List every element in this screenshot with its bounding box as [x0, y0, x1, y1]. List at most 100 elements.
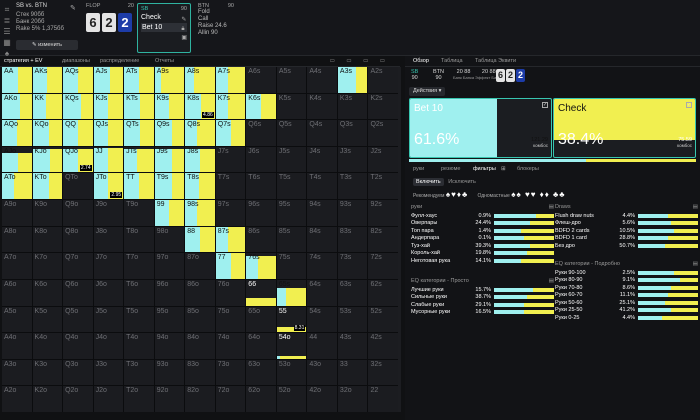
hand-cell-62o[interactable]: 62o	[246, 386, 276, 412]
hand-cell-T6s[interactable]: T6s	[246, 173, 276, 200]
edit-icon[interactable]: ✎	[70, 5, 76, 12]
hand-cell-K4o[interactable]: K4o	[32, 333, 63, 359]
hand-cell-J4s[interactable]: J4s	[307, 146, 337, 173]
btn-action[interactable]: Call	[198, 16, 209, 22]
filter-row[interactable]: Лучшие руки 15.7%	[411, 286, 554, 294]
hand-cell-52s[interactable]: 52s	[368, 306, 398, 333]
hand-cell-43o[interactable]: 43o	[307, 359, 337, 386]
hand-cell-T9o[interactable]: T9o	[124, 200, 154, 226]
sb-action-check[interactable]: Check	[141, 14, 161, 21]
filter-icon[interactable]: ⊞	[501, 166, 506, 172]
filter-row[interactable]: Руки 50-60 25.1%	[555, 299, 698, 307]
hand-cell-K9o[interactable]: K9o	[32, 200, 63, 226]
filter-row[interactable]: Мусорные руки 16.5%	[411, 309, 554, 317]
hand-cell-99[interactable]: 99	[154, 200, 185, 226]
hand-cell-96o[interactable]: 96o	[154, 279, 185, 306]
filter-row[interactable]: Руки 0-25 4.4%	[555, 314, 698, 322]
hand-cell-AKo[interactable]: AKo	[2, 93, 32, 120]
action-check-card[interactable]: ✓ Check 38.4% 75.59 комбос	[553, 98, 696, 158]
hand-cell-64o[interactable]: 64o	[246, 333, 276, 359]
hand-cell-K8o[interactable]: K8o	[32, 226, 63, 253]
view-toggle-icons[interactable]: ▭ ▭ ▭ ▭	[329, 58, 390, 64]
hand-cell-Q4o[interactable]: Q4o	[63, 333, 93, 359]
hand-cell-82s[interactable]: 82s	[368, 226, 398, 253]
hand-cell-K3s[interactable]: K3s	[337, 93, 368, 120]
hand-cell-94o[interactable]: 94o	[154, 333, 185, 359]
hand-cell-K3o[interactable]: K3o	[32, 359, 63, 386]
hand-cell-K8s[interactable]: K8s 4.86	[185, 93, 215, 120]
hand-cell-32o[interactable]: 32o	[337, 386, 368, 412]
edit-icon[interactable]: ✎	[181, 17, 187, 23]
hand-cell-93o[interactable]: 93o	[154, 359, 185, 386]
filter-row[interactable]: BDFD 2 cards 10.5%	[555, 227, 698, 235]
hand-cell-KTs[interactable]: KTs	[124, 93, 154, 120]
hand-cell-Q3s[interactable]: Q3s	[337, 120, 368, 146]
tab-hands[interactable]: руки	[413, 166, 425, 172]
hand-cell-QJs[interactable]: QJs	[93, 120, 124, 146]
include-button[interactable]: Включить	[413, 178, 444, 186]
btn-action[interactable]: Fold	[198, 9, 210, 15]
hand-cell-92o[interactable]: 92o	[154, 386, 185, 412]
lock-icon[interactable]: 🔒︎	[181, 26, 185, 32]
hand-cell-74s[interactable]: 74s	[307, 253, 337, 279]
hand-cell-42o[interactable]: 42o	[307, 386, 337, 412]
suit-pair-icons[interactable]: ♠♠ ♥♥ ♦♦ ♣♣	[511, 190, 566, 199]
hand-cell-65s[interactable]: 65s	[276, 279, 307, 306]
hand-cell-54o[interactable]: 54o	[276, 333, 307, 359]
hand-cell-J4o[interactable]: J4o	[93, 333, 124, 359]
hand-cell-97s[interactable]: 97s	[215, 200, 246, 226]
filter-row[interactable]: Неготовая рука 14.1%	[411, 257, 554, 265]
tab-equity-table[interactable]: Таблица Эквити	[475, 58, 517, 64]
hand-cell-J9o[interactable]: J9o	[93, 200, 124, 226]
hand-cell-85o[interactable]: 85o	[185, 306, 215, 333]
hand-cell-K5o[interactable]: K5o	[32, 306, 63, 333]
hand-cell-Q9o[interactable]: Q9o	[63, 200, 93, 226]
hand-cell-A8s[interactable]: A8s	[185, 67, 215, 93]
hand-cell-98s[interactable]: 98s	[185, 200, 215, 226]
hand-cell-T4o[interactable]: T4o	[124, 333, 154, 359]
hand-cell-86o[interactable]: 86o	[185, 279, 215, 306]
filter-row[interactable]: Туз-хай 39.3%	[411, 242, 554, 250]
section-menu-icon[interactable]: ▤	[692, 261, 698, 267]
filter-row[interactable]: Руки 80-90 9.1%	[555, 277, 698, 285]
hand-cell-76s[interactable]: 76s	[246, 253, 276, 279]
action-bet-card[interactable]: ✓ Bet 10 61.6% 121.29 комбос	[409, 98, 552, 158]
hand-cell-83s[interactable]: 83s	[337, 226, 368, 253]
hand-cell-95s[interactable]: 95s	[276, 200, 307, 226]
hand-cell-KJs[interactable]: KJs	[93, 93, 124, 120]
hand-cell-75o[interactable]: 75o	[215, 306, 246, 333]
hand-cell-53o[interactable]: 53o	[276, 359, 307, 386]
hand-cell-97o[interactable]: 97o	[154, 253, 185, 279]
hand-cell-83o[interactable]: 83o	[185, 359, 215, 386]
hand-cell-T9s[interactable]: T9s	[154, 173, 185, 200]
section-menu-icon[interactable]: ▤	[548, 278, 554, 284]
hand-cell-73s[interactable]: 73s	[337, 253, 368, 279]
hand-cell-64s[interactable]: 64s	[307, 279, 337, 306]
tab-strategy[interactable]: стратегия + EV	[4, 58, 43, 64]
tab-filters[interactable]: фильтры	[473, 166, 496, 172]
hand-cell-42s[interactable]: 42s	[368, 333, 398, 359]
hand-cell-93s[interactable]: 93s	[337, 200, 368, 226]
hand-cell-T5o[interactable]: T5o	[124, 306, 154, 333]
hand-cell-87o[interactable]: 87o	[185, 253, 215, 279]
hand-cell-Q4s[interactable]: Q4s	[307, 120, 337, 146]
hand-cell-Q5o[interactable]: Q5o	[63, 306, 93, 333]
hand-cell-63s[interactable]: 63s	[337, 279, 368, 306]
hand-cell-AQo[interactable]: AQo	[2, 120, 32, 146]
tab-table[interactable]: Таблица	[441, 58, 463, 64]
hand-cell-KQs[interactable]: KQs	[63, 93, 93, 120]
hand-cell-62s[interactable]: 62s	[368, 279, 398, 306]
hand-cell-T8o[interactable]: T8o	[124, 226, 154, 253]
tab-summary[interactable]: резюме	[441, 166, 461, 172]
actions-dropdown[interactable]: Действия ▾	[409, 87, 446, 96]
hand-cell-T7o[interactable]: T7o	[124, 253, 154, 279]
hand-cell-KTo[interactable]: KTo	[32, 173, 63, 200]
hand-cell-A2o[interactable]: A2o	[2, 386, 32, 412]
hand-cell-65o[interactable]: 65o	[246, 306, 276, 333]
hand-cell-76o[interactable]: 76o	[215, 279, 246, 306]
hand-cell-J5o[interactable]: J5o	[93, 306, 124, 333]
hand-cell-96s[interactable]: 96s	[246, 200, 276, 226]
hand-cell-A4o[interactable]: A4o	[2, 333, 32, 359]
hand-cell-ATo[interactable]: ATo	[2, 173, 32, 200]
sb-action-bet[interactable]: Bet 10	[141, 23, 187, 32]
